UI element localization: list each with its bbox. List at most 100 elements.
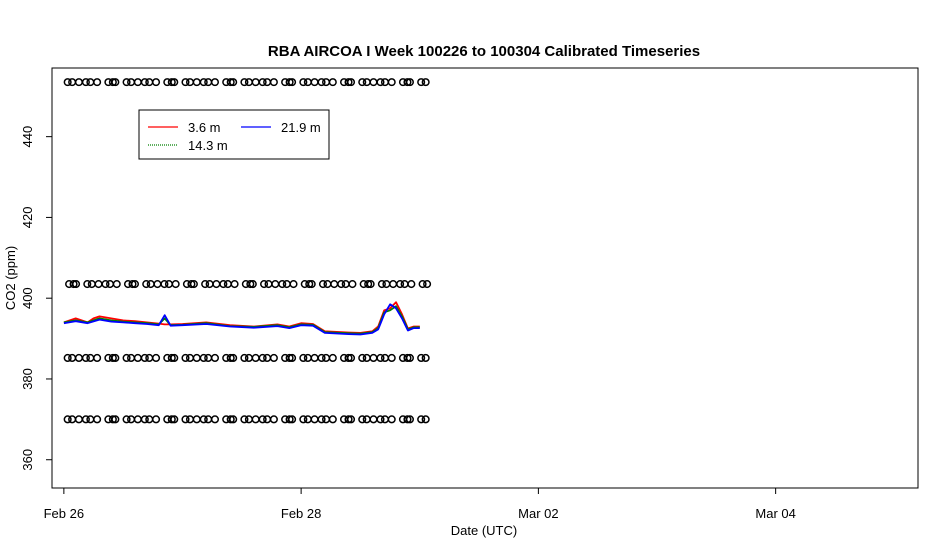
- calibration-point: [285, 415, 294, 424]
- calibration-point: [128, 280, 137, 289]
- calibration-point: [226, 415, 235, 424]
- calibration-point: [151, 415, 161, 424]
- calibration-point: [181, 415, 190, 424]
- calibration-point: [376, 78, 385, 87]
- calibration-point: [63, 415, 72, 424]
- series-lines: [63, 301, 420, 336]
- calibration-point: [130, 280, 140, 289]
- calibration-point: [81, 353, 90, 363]
- calibration-point: [170, 415, 179, 424]
- y-tick-label: 440: [20, 126, 35, 148]
- calibration-point: [248, 280, 257, 289]
- legend: 3.6 m 14.3 m 21.9 m: [138, 109, 330, 160]
- calibration-point: [307, 280, 316, 289]
- calibration-point: [405, 353, 414, 363]
- calibration-point: [93, 78, 102, 87]
- calibration-point: [299, 78, 308, 87]
- calibration-point: [358, 415, 367, 424]
- plot-frame: [51, 67, 919, 489]
- calibration-point: [246, 280, 255, 289]
- calibration-point: [93, 415, 102, 424]
- calibration-markers: [63, 78, 432, 424]
- calibration-point: [189, 280, 198, 289]
- y-axis: 360 380 400 420 440: [20, 126, 52, 471]
- calibration-point: [170, 78, 179, 87]
- calibration-point: [318, 280, 328, 289]
- calibration-point: [108, 78, 117, 87]
- calibration-point: [377, 280, 386, 289]
- calibration-point: [366, 280, 375, 289]
- calibration-point: [122, 415, 131, 424]
- calibration-point: [229, 353, 238, 363]
- calibration-point: [111, 353, 120, 363]
- calibration-point: [269, 415, 278, 424]
- calibration-point: [403, 353, 412, 363]
- calibration-point: [337, 280, 346, 289]
- calibration-point: [288, 78, 297, 87]
- calibration-point: [199, 78, 208, 87]
- calibration-point: [112, 280, 121, 289]
- calibration-point: [346, 78, 356, 87]
- calibration-point: [240, 415, 249, 424]
- calibration-point: [101, 280, 110, 289]
- calibration-point: [240, 78, 249, 87]
- calibration-point: [317, 415, 326, 424]
- calibration-point: [423, 280, 432, 289]
- calibration-point: [229, 415, 238, 424]
- calibration-point: [421, 78, 430, 87]
- calibration-point: [111, 415, 120, 424]
- calibration-point: [417, 415, 426, 424]
- calibration-point: [226, 78, 235, 87]
- calibration-point: [140, 78, 149, 87]
- calibration-point: [403, 415, 412, 424]
- calibration-point: [258, 78, 267, 87]
- calibration-point: [364, 280, 373, 289]
- calibration-point: [299, 415, 308, 424]
- calibration-point: [258, 353, 267, 363]
- calibration-point: [289, 280, 298, 289]
- calibration-point: [181, 353, 190, 363]
- calibration-point: [171, 280, 180, 289]
- calibration-point: [160, 280, 169, 289]
- calibration-point: [230, 280, 239, 289]
- calibration-point: [226, 353, 235, 363]
- calibration-point: [348, 280, 357, 289]
- calibration-point: [210, 353, 220, 363]
- calibration-point: [69, 280, 78, 289]
- calibration-point: [387, 353, 396, 363]
- calibration-point: [421, 353, 430, 363]
- calibration-point: [111, 78, 120, 87]
- calibration-point: [288, 353, 297, 363]
- chart-title: RBA AIRCOA I Week 100226 to 100304 Calib…: [268, 43, 700, 60]
- calibration-point: [142, 280, 151, 289]
- calibration-point: [387, 415, 396, 424]
- calibration-point: [210, 78, 220, 87]
- calibration-point: [219, 280, 228, 289]
- calibration-point: [344, 78, 353, 87]
- calibration-point: [181, 78, 190, 87]
- calibration-point: [407, 280, 416, 289]
- calibration-point: [328, 353, 337, 363]
- calibration-point: [81, 78, 90, 87]
- x-axis: Feb 26 Feb 28 Mar 02 Mar 04: [44, 488, 796, 521]
- calibration-point: [170, 353, 179, 363]
- y-tick-label: 420: [20, 207, 35, 229]
- plot-area: [51, 67, 919, 489]
- x-tick-label: Feb 26: [44, 506, 84, 521]
- calibration-point: [258, 415, 267, 424]
- calibration-point: [317, 78, 326, 87]
- calibration-point: [201, 280, 210, 289]
- calibration-point: [81, 415, 90, 424]
- calibration-point: [63, 353, 72, 363]
- y-axis-label: CO2 (ppm): [3, 246, 18, 310]
- calibration-point: [405, 78, 414, 87]
- calibration-point: [140, 353, 149, 363]
- calibration-point: [405, 415, 414, 424]
- calibration-point: [421, 415, 430, 424]
- calibration-point: [328, 415, 337, 424]
- legend-box: [138, 109, 330, 160]
- calibration-point: [199, 415, 208, 424]
- calibration-point: [418, 280, 427, 289]
